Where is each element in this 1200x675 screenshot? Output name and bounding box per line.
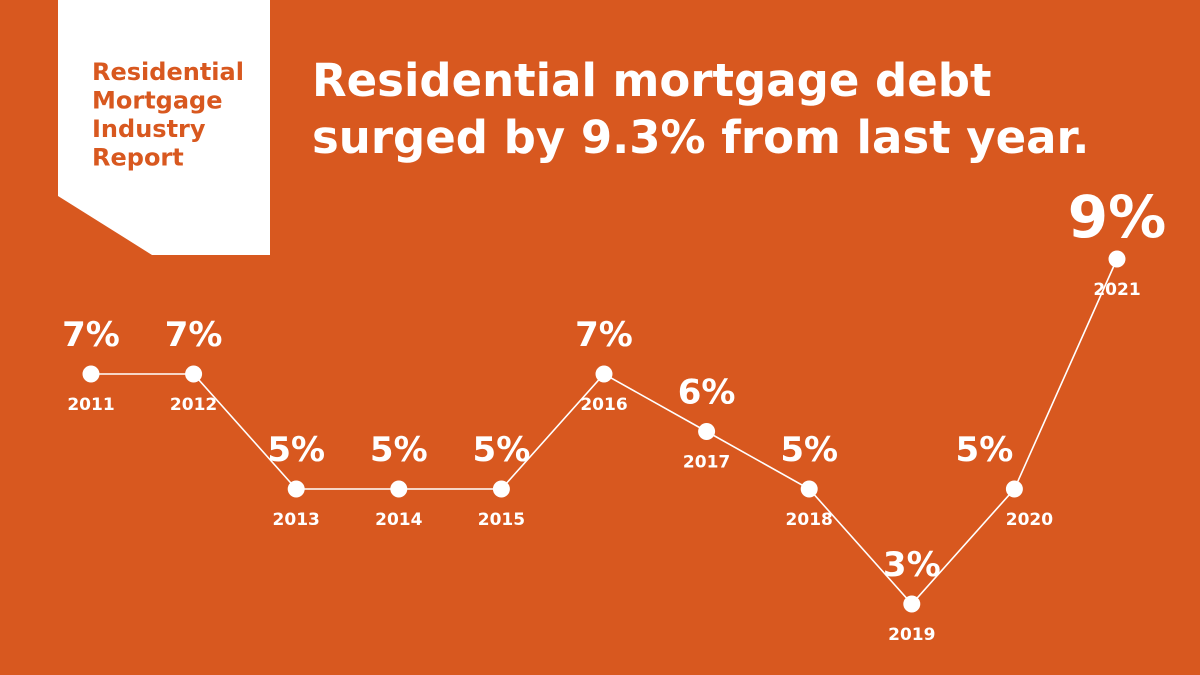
x-tick-label: 2013: [273, 510, 320, 530]
chart-title: surged by 9.3% from last year.: [312, 111, 1089, 164]
report-label: Industry: [92, 115, 206, 143]
x-tick-label: 2017: [683, 453, 730, 473]
data-point: [698, 423, 716, 440]
x-tick-label: 2021: [1093, 280, 1140, 300]
data-point: [492, 480, 510, 498]
data-label: 5%: [780, 430, 838, 470]
chart-title: Residential mortgage debt: [312, 54, 991, 107]
x-tick-label: 2018: [786, 510, 833, 530]
report-label-box: [58, 0, 270, 255]
data-label: 5%: [370, 430, 428, 470]
report-label: Mortgage: [92, 87, 223, 115]
data-point: [287, 480, 305, 498]
data-point: [185, 365, 203, 383]
data-label: 3%: [883, 545, 941, 585]
data-point: [800, 480, 818, 498]
x-tick-label: 2020: [1006, 510, 1053, 530]
data-point: [1108, 250, 1126, 268]
report-label: Report: [92, 144, 184, 172]
data-label: 5%: [473, 430, 531, 470]
x-tick-label: 2016: [580, 395, 627, 415]
report-label: Residential: [92, 58, 244, 86]
data-point: [595, 365, 613, 383]
data-label: 5%: [956, 430, 1014, 470]
data-point: [1005, 480, 1023, 498]
data-point: [903, 595, 921, 613]
data-point: [82, 365, 100, 383]
data-label: 7%: [62, 315, 120, 355]
x-tick-label: 2019: [888, 625, 935, 645]
data-label: 5%: [267, 430, 325, 470]
data-label: 9%: [1068, 183, 1166, 251]
data-point: [390, 480, 408, 498]
x-tick-label: 2015: [478, 510, 525, 530]
data-label: 7%: [575, 315, 633, 355]
x-tick-label: 2012: [170, 395, 217, 415]
x-tick-label: 2014: [375, 510, 422, 530]
data-label: 7%: [165, 315, 223, 355]
data-label: 6%: [678, 373, 736, 413]
x-tick-label: 2011: [67, 395, 114, 415]
